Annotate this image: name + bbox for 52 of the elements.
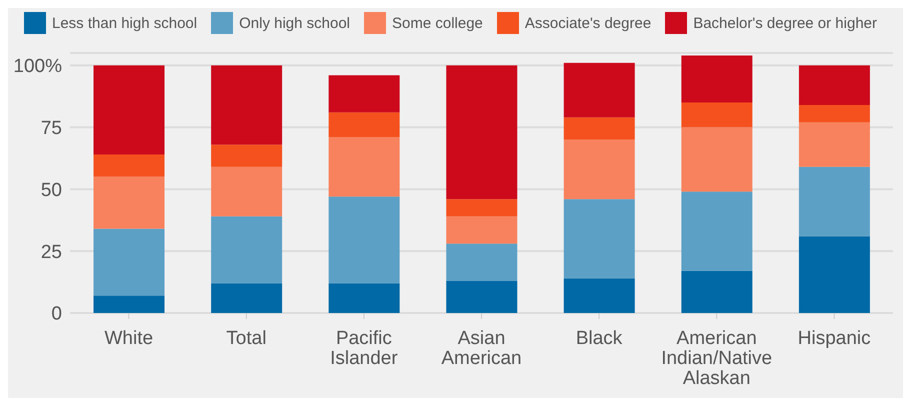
bar bbox=[564, 62, 635, 118]
bar bbox=[328, 112, 400, 138]
bar bbox=[328, 137, 400, 197]
bar bbox=[211, 283, 282, 313]
bar bbox=[564, 278, 635, 313]
bar bbox=[681, 192, 752, 271]
x-tick-label: Hispanic bbox=[798, 328, 871, 350]
bar bbox=[681, 270, 752, 313]
bar bbox=[328, 75, 400, 112]
y-tick-label: 0 bbox=[51, 304, 62, 325]
legend-label: Only high school bbox=[238, 14, 350, 34]
x-tick-label: American Indian/Native Alaskan bbox=[661, 328, 772, 390]
bar bbox=[328, 196, 400, 284]
bar bbox=[94, 228, 165, 296]
bar bbox=[446, 244, 518, 281]
bar bbox=[446, 199, 518, 216]
bar bbox=[798, 105, 870, 122]
bar bbox=[94, 154, 165, 177]
bar bbox=[446, 216, 518, 244]
bar bbox=[211, 166, 282, 216]
bar bbox=[798, 65, 870, 105]
bar bbox=[94, 176, 165, 229]
y-tick-label: 50 bbox=[40, 180, 62, 201]
bar bbox=[94, 65, 165, 155]
legend-label: Some college bbox=[391, 14, 483, 34]
y-tick-label: 75 bbox=[40, 118, 62, 140]
y-tick-label: 25 bbox=[40, 242, 62, 263]
bar bbox=[446, 65, 518, 200]
x-tick-label: Pacific Islander bbox=[330, 328, 398, 370]
bar bbox=[564, 140, 635, 200]
bar bbox=[681, 55, 752, 103]
legend-label: Bachelor's degree or higher bbox=[692, 14, 877, 34]
bar bbox=[681, 127, 752, 192]
x-tick-label: Black bbox=[576, 328, 623, 350]
bar bbox=[798, 166, 870, 236]
y-tick-label: 100% bbox=[13, 56, 62, 78]
bar bbox=[798, 236, 870, 313]
bar bbox=[564, 199, 635, 278]
bar bbox=[211, 144, 282, 167]
legend-label: Associate's degree bbox=[524, 14, 652, 34]
bar bbox=[564, 117, 635, 140]
x-tick-label: Asian American bbox=[441, 328, 522, 370]
bar bbox=[446, 280, 518, 313]
bar bbox=[94, 296, 165, 313]
bar bbox=[211, 65, 282, 145]
bar bbox=[328, 283, 400, 313]
bar bbox=[211, 216, 282, 284]
bar bbox=[681, 102, 752, 128]
legend-label: Less than high school bbox=[51, 14, 198, 34]
x-tick-label: White bbox=[104, 328, 154, 350]
bar bbox=[798, 122, 870, 167]
x-tick-label: Total bbox=[226, 328, 266, 350]
